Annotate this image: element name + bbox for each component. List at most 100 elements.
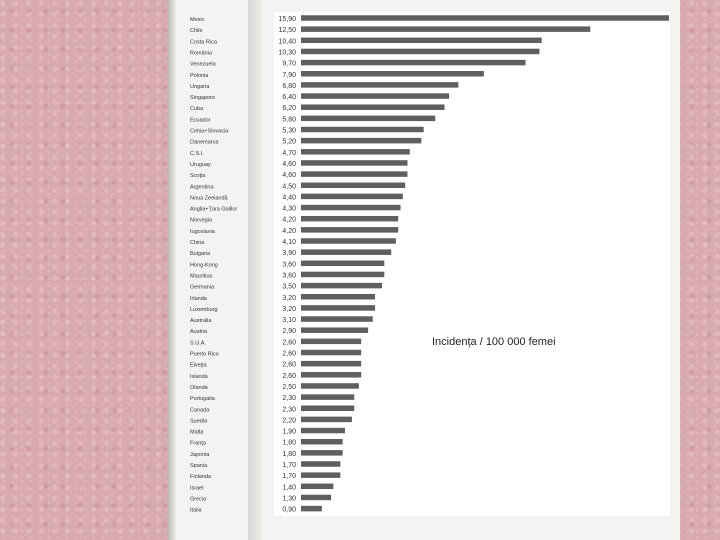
- value-label-24: 3,60: [282, 272, 296, 279]
- country-label-28: Australia: [190, 318, 212, 324]
- x-axis-label: Incidența / 100 000 femei: [432, 336, 556, 348]
- value-label-10: 5,80: [282, 116, 296, 123]
- country-label-8: Singapore: [190, 95, 215, 101]
- value-label-12: 5,20: [282, 139, 296, 146]
- bar-15: [301, 171, 408, 177]
- value-label-43: 1,40: [282, 484, 296, 491]
- country-label-33: Islanda: [190, 374, 209, 380]
- bar-32: [301, 360, 362, 367]
- country-label-18: Anglia+Ţara Galilor: [190, 207, 237, 213]
- country-label-7: Ungaria: [190, 84, 210, 90]
- bar-9: [301, 104, 445, 110]
- country-label-6: Polonia: [190, 73, 209, 79]
- bar-8: [301, 93, 450, 99]
- bar-19: [301, 215, 399, 222]
- bar-24: [301, 271, 385, 278]
- value-label-34: 2,50: [282, 384, 296, 391]
- value-label-45: 0,90: [282, 507, 296, 514]
- country-label-38: Malta: [190, 430, 204, 436]
- country-label-37: Suedia: [190, 418, 208, 424]
- country-label-16: Argentina: [190, 184, 214, 190]
- value-label-38: 1,90: [282, 429, 296, 436]
- value-label-20: 4,20: [282, 228, 296, 235]
- bar-14: [301, 160, 408, 166]
- value-label-42: 1,70: [282, 473, 296, 480]
- value-label-37: 2,20: [282, 417, 296, 424]
- value-label-30: 2,60: [282, 339, 296, 346]
- bar-7: [301, 82, 459, 88]
- value-label-18: 4,30: [282, 206, 296, 213]
- value-label-13: 4,70: [282, 150, 296, 157]
- country-label-40: Japonia: [190, 452, 210, 458]
- bar-3: [301, 37, 542, 44]
- value-label-23: 3,60: [282, 261, 296, 268]
- value-label-16: 4,50: [282, 183, 296, 190]
- country-label-45: Italia: [190, 508, 203, 514]
- bar-30: [301, 338, 362, 345]
- page-fold-shadow: [248, 0, 262, 540]
- bar-22: [301, 249, 392, 255]
- bar-6: [301, 71, 484, 77]
- bar-36: [301, 405, 355, 411]
- country-labels: Mexic Chile Costa Rica România Venezuela Polo…: [190, 17, 237, 514]
- country-label-42: Finlanda: [190, 474, 212, 480]
- value-label-6: 7,90: [282, 72, 296, 79]
- country-label-21: China: [190, 240, 205, 246]
- country-label-10: Ecuador: [190, 117, 211, 123]
- bar-11: [301, 126, 424, 133]
- bar-10: [301, 115, 436, 122]
- bar-26: [301, 294, 376, 300]
- bar-12: [301, 137, 422, 144]
- bar-27: [301, 305, 376, 311]
- bar-2: [301, 26, 591, 32]
- value-label-27: 3,20: [282, 306, 296, 313]
- value-label-40: 1,80: [282, 451, 296, 458]
- value-label-32: 2,60: [282, 362, 296, 369]
- country-label-11: Cehia+Slovacia: [190, 129, 229, 135]
- bar-41: [301, 461, 341, 467]
- value-label-35: 2,30: [282, 395, 296, 402]
- country-label-30: S.U.A.: [190, 340, 206, 346]
- country-label-36: Canada: [190, 407, 210, 413]
- bars: [301, 15, 669, 512]
- bar-18: [301, 204, 401, 211]
- bar-35: [301, 394, 355, 400]
- country-label-1: Mexic: [190, 17, 205, 23]
- bar-23: [301, 260, 385, 267]
- bar-4: [301, 48, 540, 55]
- value-label-28: 3,10: [282, 317, 296, 324]
- bar-39: [301, 438, 343, 445]
- value-label-11: 5,30: [282, 128, 296, 135]
- bar-31: [301, 349, 362, 356]
- bar-28: [301, 316, 373, 322]
- bar-20: [301, 227, 399, 233]
- value-label-9: 6,20: [282, 105, 296, 112]
- country-label-19: Norvegia: [190, 218, 213, 224]
- value-label-33: 2,60: [282, 373, 296, 380]
- value-label-5: 9,70: [282, 61, 296, 68]
- bar-43: [301, 483, 334, 490]
- bar-25: [301, 282, 383, 289]
- value-label-15: 4,60: [282, 172, 296, 179]
- country-label-29: Austria: [190, 329, 208, 335]
- country-label-35: Portugalia: [190, 396, 216, 402]
- country-label-23: Hong-Kong: [190, 262, 218, 268]
- value-label-21: 4,10: [282, 239, 296, 246]
- value-label-25: 3,50: [282, 284, 296, 291]
- bar-40: [301, 450, 343, 456]
- country-label-3: Costa Rica: [190, 39, 218, 45]
- country-label-4: România: [190, 50, 213, 56]
- country-label-32: Elveţia: [190, 363, 207, 369]
- country-label-22: Bulgaria: [190, 251, 211, 257]
- bar-42: [301, 472, 341, 478]
- value-label-31: 2,60: [282, 351, 296, 358]
- bar-34: [301, 383, 359, 389]
- value-label-41: 1,70: [282, 462, 296, 469]
- country-label-13: C.S.I.: [190, 151, 204, 157]
- country-label-15: Scoţia: [190, 173, 206, 179]
- bar-13: [301, 149, 410, 155]
- country-label-25: Germania: [190, 285, 215, 291]
- country-label-9: Cuba: [190, 106, 204, 112]
- value-label-3: 10,40: [278, 38, 296, 45]
